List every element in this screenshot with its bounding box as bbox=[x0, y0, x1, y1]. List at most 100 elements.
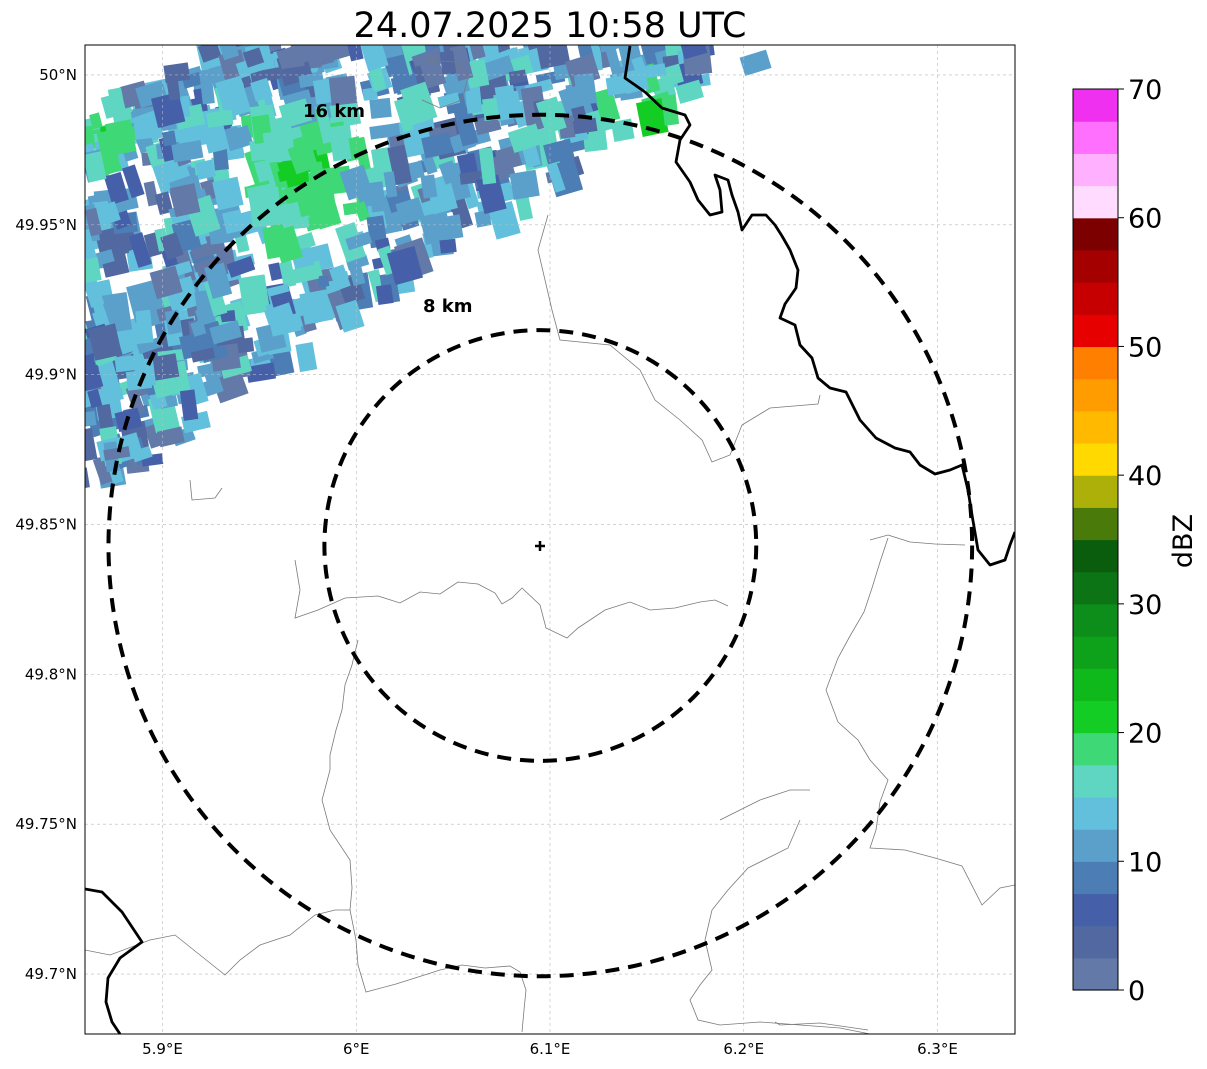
colorbar-frame bbox=[1072, 88, 1119, 991]
echo-cell bbox=[128, 232, 152, 268]
boundary-line bbox=[321, 639, 527, 1033]
colorbar-segment bbox=[1073, 925, 1118, 959]
boundary-line bbox=[689, 819, 871, 1034]
longitude-tick-labels: 5.9°E 6°E 6.1°E 6.2°E 6.3°E bbox=[142, 1040, 958, 1058]
lat-tick-label: 49.95°N bbox=[15, 216, 77, 234]
echo-cell bbox=[250, 77, 273, 102]
echo-cell bbox=[439, 238, 457, 254]
echo-cell bbox=[85, 151, 107, 183]
echo-cell bbox=[135, 309, 154, 344]
echo-cell bbox=[133, 357, 157, 388]
echo-cell bbox=[245, 362, 277, 383]
echo-cell bbox=[328, 264, 351, 291]
echo-cell bbox=[421, 132, 454, 159]
colorbar-segment bbox=[1073, 893, 1118, 927]
map-plot-area: 16 km 8 km bbox=[84, 44, 1016, 1035]
echo-cell bbox=[543, 138, 575, 165]
colorbar-segment bbox=[1073, 442, 1118, 476]
echo-cell bbox=[290, 264, 320, 284]
echo-cell bbox=[199, 69, 215, 105]
echo-cell bbox=[573, 45, 595, 63]
colorbar-segments bbox=[1073, 89, 1118, 991]
colorbar-segment bbox=[1073, 603, 1118, 637]
echo-cell bbox=[195, 159, 216, 180]
echo-cell bbox=[437, 92, 461, 108]
echo-cell bbox=[383, 171, 398, 198]
lat-tick-label: 49.85°N bbox=[15, 516, 77, 534]
lat-tick-label: 50°N bbox=[39, 66, 77, 84]
echo-cell bbox=[442, 214, 464, 240]
echo-cell bbox=[156, 426, 185, 448]
echo-cell bbox=[420, 174, 438, 199]
echo-cell bbox=[85, 427, 98, 464]
echo-cell bbox=[263, 302, 294, 326]
colorbar-segment bbox=[1073, 957, 1118, 991]
echo-cell bbox=[279, 260, 297, 288]
echo-cell bbox=[675, 79, 704, 104]
echo-cell bbox=[386, 245, 424, 286]
echo-cell bbox=[262, 129, 296, 164]
echo-cell bbox=[400, 81, 438, 126]
echo-cell bbox=[154, 191, 174, 216]
echo-cell bbox=[295, 189, 318, 218]
echo-cell bbox=[85, 337, 96, 361]
map-frame bbox=[84, 44, 1016, 1035]
echo-cell bbox=[359, 45, 389, 72]
colorbar-segment bbox=[1073, 732, 1118, 766]
boundary-line bbox=[774, 1021, 869, 1031]
echo-cell bbox=[453, 108, 479, 147]
echo-cell bbox=[202, 122, 230, 154]
echo-cell bbox=[474, 209, 492, 228]
echo-cell bbox=[328, 75, 358, 106]
lon-tick-label: 6.1°E bbox=[530, 1040, 571, 1058]
lat-tick-label: 49.8°N bbox=[25, 665, 77, 683]
echo-cell bbox=[353, 201, 371, 222]
echo-cell bbox=[268, 262, 283, 281]
echo-cell bbox=[179, 389, 199, 421]
colorbar-segment bbox=[1073, 539, 1118, 573]
echo-cell bbox=[280, 54, 305, 69]
precipitation-echoes bbox=[85, 45, 772, 490]
echo-cell bbox=[114, 355, 136, 373]
colorbar-tick-label: 40 bbox=[1128, 461, 1162, 492]
colorbar-segment bbox=[1073, 217, 1118, 251]
echo-cell bbox=[105, 119, 137, 156]
colorbar-segment bbox=[1073, 636, 1118, 669]
boundary-line bbox=[869, 534, 966, 546]
boundary-line bbox=[189, 479, 223, 501]
echo-cell bbox=[249, 139, 269, 162]
colorbar-tick-label: 10 bbox=[1128, 847, 1162, 878]
colorbar-segment bbox=[1073, 89, 1118, 122]
echo-cell bbox=[739, 49, 772, 76]
colorbar-segment bbox=[1073, 829, 1118, 862]
echo-cell bbox=[121, 164, 145, 199]
colorbar-segment bbox=[1073, 861, 1118, 895]
echo-cell bbox=[368, 181, 387, 213]
colorbar-tick-label: 20 bbox=[1128, 719, 1162, 750]
echo-cell bbox=[234, 235, 250, 253]
colorbar-label: dBZ bbox=[1168, 514, 1199, 568]
colorbar-tick-label: 30 bbox=[1128, 590, 1162, 621]
boundary-line bbox=[294, 559, 729, 639]
echo-cell bbox=[494, 84, 518, 119]
lon-tick-label: 6.3°E bbox=[917, 1040, 958, 1058]
colorbar-tick-label: 50 bbox=[1128, 332, 1162, 363]
echo-cell bbox=[278, 98, 313, 129]
echo-cell bbox=[149, 265, 183, 300]
colorbar-segment bbox=[1073, 668, 1118, 701]
echo-cell bbox=[315, 105, 334, 144]
echo-cell bbox=[456, 152, 478, 176]
colorbar-segment bbox=[1073, 185, 1118, 219]
echo-cell bbox=[148, 353, 180, 382]
lat-tick-label: 49.9°N bbox=[25, 366, 77, 384]
colorbar-tick-label: 60 bbox=[1128, 204, 1162, 235]
range-ring-8km bbox=[322, 328, 759, 763]
lon-tick-label: 5.9°E bbox=[142, 1040, 183, 1058]
boundary-line bbox=[825, 537, 1015, 906]
echo-cell bbox=[573, 72, 598, 106]
echo-cell bbox=[87, 388, 103, 409]
echo-cell bbox=[295, 342, 318, 373]
colorbar-segment bbox=[1073, 314, 1118, 348]
echo-cell bbox=[206, 109, 234, 128]
echo-cell bbox=[509, 169, 540, 200]
